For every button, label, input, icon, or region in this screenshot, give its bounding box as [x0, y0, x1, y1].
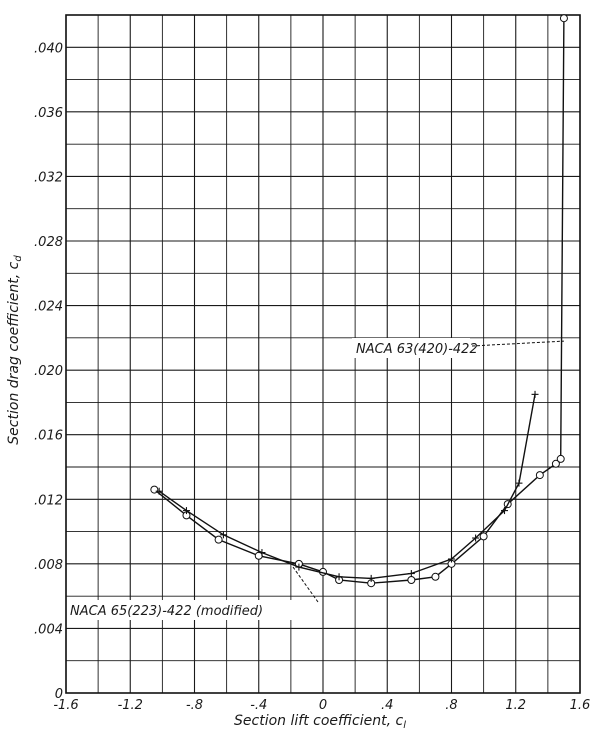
data-point-circle	[150, 485, 159, 494]
y-tick-label: .020	[34, 364, 63, 379]
x-tick-label: 1.2	[505, 698, 526, 713]
y-tick-label: .004	[34, 622, 63, 637]
x-tick-label: .4	[381, 698, 393, 713]
series-line	[153, 18, 565, 584]
x-tick-label: -.8	[186, 698, 203, 713]
y-tick-label: .024	[34, 300, 63, 315]
x-tick-label: 1.6	[570, 698, 591, 713]
data-point-circle	[559, 14, 568, 23]
data-point-circle	[535, 471, 544, 480]
y-tick-label: .040	[34, 41, 63, 56]
data-point-plus	[407, 570, 415, 578]
y-axis-title: Section drag coefficient, cd	[6, 255, 24, 445]
chart-annotations: NACA 63(420)-422 NACA 65(223)-422 (modifi…	[68, 338, 564, 620]
data-point-circle	[254, 551, 263, 560]
x-tick-label: -1.2	[118, 698, 143, 713]
data-point-circle	[556, 454, 565, 463]
data-point-plus	[295, 563, 303, 571]
x-tick-labels: -1.6 -1.2 -.8 -.4 0 .4 .8 1.2 1.6	[53, 698, 590, 713]
data-point-plus	[219, 531, 227, 539]
annotation-background	[352, 338, 470, 358]
plot-frame	[65, 14, 581, 694]
x-tick-label: -1.6	[53, 698, 78, 713]
annotation-leader	[471, 340, 564, 347]
data-point-plus	[155, 487, 163, 495]
y-tick-label: .008	[34, 558, 63, 573]
y-tick-label: .036	[34, 106, 63, 121]
data-point-plus	[335, 573, 343, 581]
data-point-circle	[214, 535, 223, 544]
data-point-circle	[551, 459, 560, 468]
y-tick-labels: 0 .004 .008 .012 .016 .020 .024 .028 .032 .036 .04…	[34, 41, 63, 702]
y-tick-label: .032	[34, 170, 63, 185]
data-point-circle	[479, 532, 488, 541]
y-tick-label: 0	[55, 687, 63, 702]
data-point-plus	[448, 555, 455, 563]
y-tick-label: .028	[34, 235, 63, 250]
x-axis-title: Section lift coefficient, cl	[234, 713, 406, 731]
annotation-leader	[292, 566, 319, 603]
data-point-plus	[472, 534, 480, 542]
data-point-plus	[531, 390, 539, 398]
y-tick-label: .012	[34, 493, 63, 508]
x-tick-label: .8	[445, 698, 457, 713]
x-tick-label: 0	[319, 698, 327, 713]
data-point-plus	[367, 574, 375, 582]
data-point-circle	[431, 572, 440, 581]
series-line	[158, 394, 536, 580]
chart-grid	[65, 14, 581, 694]
data-point-plus	[515, 479, 523, 487]
data-point-plus	[182, 507, 190, 515]
annotation-label: NACA 63(420)-422	[356, 342, 478, 357]
data-point-plus	[501, 507, 509, 515]
annotation-background	[68, 600, 320, 620]
x-tick-label: -.4	[250, 698, 267, 713]
data-point-plus	[258, 549, 266, 557]
data-point-circle	[407, 576, 416, 584]
chart-series	[150, 14, 568, 588]
y-tick-label: .016	[34, 429, 63, 444]
annotation-label: NACA 65(223)-422 (modified)	[70, 604, 263, 619]
